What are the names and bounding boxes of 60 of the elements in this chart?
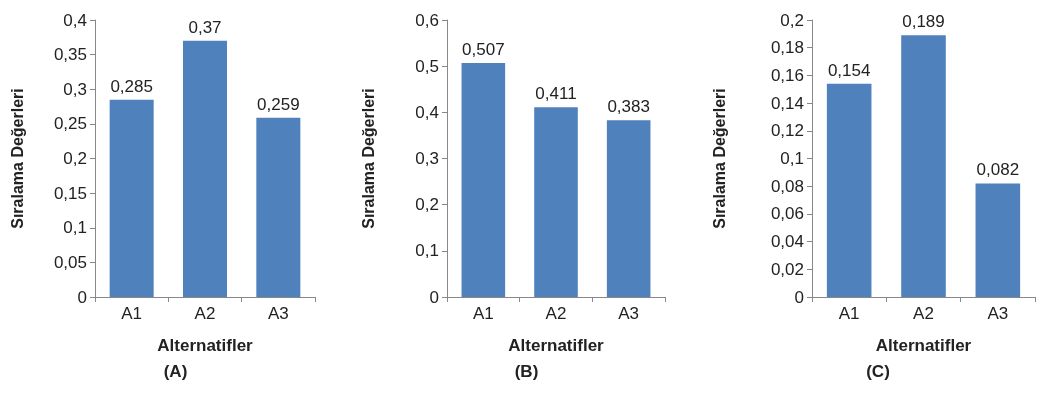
- data-label: 0,189: [902, 12, 945, 32]
- y-tick-label: 0,25: [53, 114, 87, 134]
- y-tick-label: 0,5: [415, 56, 439, 76]
- bar: [975, 183, 1021, 297]
- data-label: 0,285: [110, 76, 153, 96]
- bar: [183, 40, 227, 297]
- x-tick-label: A2: [913, 304, 934, 323]
- data-label: 0,411: [535, 84, 577, 104]
- x-axis-title: Alternatifler: [875, 336, 972, 355]
- bar: [256, 117, 301, 297]
- y-axis-title: Sıralama Değerleri: [8, 88, 26, 229]
- data-label: 0,37: [188, 17, 222, 37]
- y-tick-label: 0,15: [53, 183, 87, 203]
- y-axis-title: Sıralama Değerleri: [710, 88, 728, 229]
- text: (B): [514, 362, 539, 381]
- y-tick-label: 0,35: [53, 45, 87, 65]
- y-tick-label: 0: [794, 287, 804, 307]
- y-tick-label: 0,2: [415, 195, 439, 215]
- y-tick-label: 0,3: [415, 149, 439, 168]
- y-tick-label: 0,14: [770, 93, 804, 113]
- bar: [109, 99, 154, 297]
- x-tick-label: A3: [267, 304, 289, 323]
- bar: [826, 83, 872, 297]
- y-tick-label: 0,18: [770, 38, 804, 58]
- y-tick-label: 0,6: [415, 10, 439, 30]
- y-tick-label: 0,4: [415, 102, 439, 122]
- data-label: 0,507: [462, 39, 505, 59]
- text: (A): [163, 362, 188, 381]
- y-tick-label: 0,16: [770, 65, 804, 85]
- y-tick-label: 0,12: [770, 121, 804, 141]
- text: (C): [866, 362, 890, 381]
- x-tick-label: A1: [472, 304, 494, 323]
- y-tick-label: 0,4: [63, 10, 87, 30]
- y-tick-label: 0,04: [770, 232, 804, 252]
- bar: [901, 35, 946, 297]
- y-tick-label: 0,3: [63, 79, 87, 99]
- y-tick-label: 0: [77, 287, 87, 307]
- y-tick-label: 0,1: [415, 241, 439, 261]
- data-label: 0,383: [607, 97, 650, 117]
- y-tick-label: 0,05: [53, 252, 87, 272]
- y-tick-label: 0,1: [780, 149, 804, 168]
- y-tick-label: 0,02: [770, 259, 804, 279]
- y-tick-label: 0,08: [770, 176, 804, 196]
- x-tick-label: A2: [194, 304, 216, 323]
- y-tick-label: 0,2: [780, 10, 804, 30]
- x-tick-label: A2: [545, 304, 567, 323]
- y-tick-label: 0,06: [770, 204, 804, 224]
- y-tick-label: 0,1: [63, 218, 87, 238]
- y-tick-label: 0: [429, 287, 439, 307]
- x-tick-label: A1: [838, 304, 860, 323]
- data-label: 0,259: [257, 94, 300, 114]
- x-tick-label: A3: [987, 304, 1009, 323]
- x-tick-label: A1: [121, 304, 143, 323]
- x-axis-title: Alternatifler: [157, 336, 254, 355]
- data-label: 0,154: [827, 60, 871, 80]
- y-axis-title: Sıralama Değerleri: [359, 88, 377, 229]
- x-tick-label: A3: [618, 304, 640, 323]
- x-axis-title: Alternatifler: [508, 336, 605, 355]
- y-tick-label: 0,2: [63, 149, 87, 168]
- data-label: 0,082: [976, 160, 1020, 180]
